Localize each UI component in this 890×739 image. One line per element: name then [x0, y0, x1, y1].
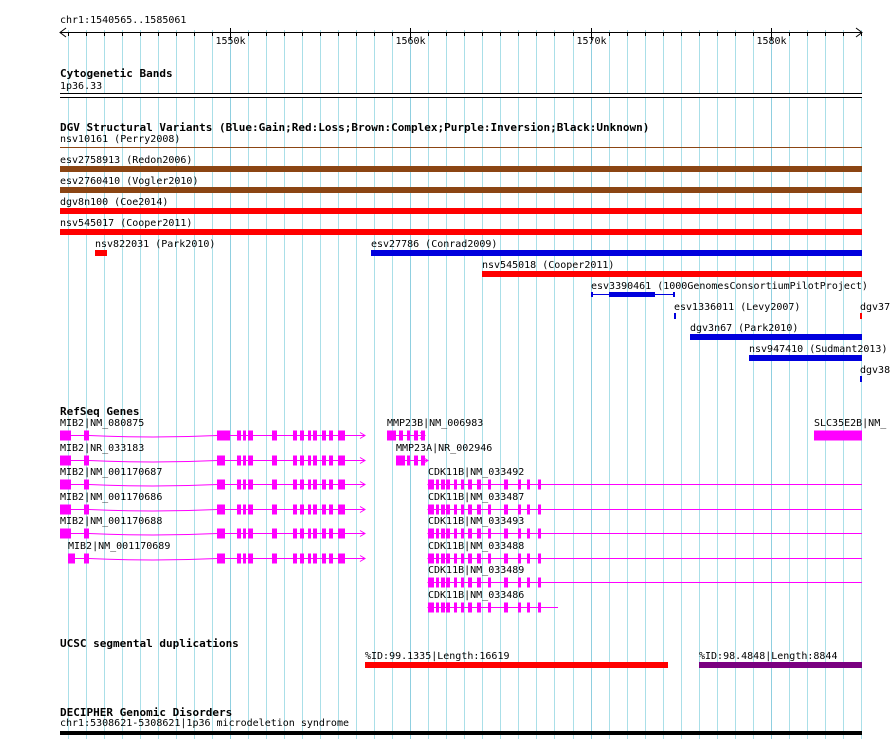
location-label: chr1:1540565..1585061	[60, 15, 187, 26]
dgv-feature-label: nsv947410 (Sudmant2013)	[749, 344, 888, 355]
dgv-feature-bar[interactable]	[60, 187, 862, 193]
dgv-feature-label: nsv545018 (Cooper2011)	[482, 260, 615, 271]
dgv-feature-bar[interactable]	[690, 334, 862, 340]
dgv-feature-label: esv2760410 (Vogler2010)	[60, 176, 199, 187]
dgv-feature-bar[interactable]	[860, 376, 862, 382]
segdup-track-title[interactable]: UCSC segmental duplications	[60, 637, 239, 650]
dgv-feature-label: esv27786 (Conrad2009)	[371, 239, 498, 250]
dgv-feature-label: nsv545017 (Cooper2011)	[60, 218, 193, 229]
dgv-feature-inner[interactable]	[609, 292, 655, 297]
dgv-feature-bar[interactable]	[60, 229, 862, 235]
dgv-feature-cap[interactable]	[673, 292, 675, 297]
segdup-bar[interactable]	[699, 662, 862, 668]
segdup-label: %ID:98.4848|Length:8844	[699, 651, 838, 662]
gene-label: SLC35E2B|NM_	[814, 418, 887, 429]
gene-label: CDK11B|NM_033489	[428, 565, 525, 576]
gene-label: CDK11B|NM_033493	[428, 516, 525, 527]
dgv-feature-bar[interactable]	[371, 250, 862, 256]
dgv-feature-bar[interactable]	[749, 355, 862, 361]
dgv-feature-label: esv2758913 (Redon2006)	[60, 155, 193, 166]
cytoband-track-title[interactable]: Cytogenetic Bands	[60, 67, 173, 80]
gene-label: CDK11B|NM_033492	[428, 467, 525, 478]
gene-label: CDK11B|NM_033487	[428, 492, 525, 503]
ruler-left-arrow	[59, 27, 67, 38]
ruler[interactable]: 1550k 1560k 1570k 1580k	[0, 0, 890, 50]
dgv-feature-bar[interactable]	[60, 208, 862, 214]
gene-label: CDK11B|NM_033488	[428, 541, 525, 552]
dgv-feature-label: dgv3n67 (Park2010)	[690, 323, 799, 334]
dgv-feature-label: esv1336011 (Levy2007)	[674, 302, 801, 313]
dgv-feature-label: nsv822031 (Park2010)	[95, 239, 216, 250]
dgv-feature-bar[interactable]	[60, 147, 862, 148]
dgv-feature-bar[interactable]	[860, 313, 862, 319]
dgv-feature-bar[interactable]	[60, 166, 862, 172]
dgv-feature-bar[interactable]	[482, 271, 862, 277]
ruler-tick-label: 1550k	[215, 36, 245, 47]
ruler-tick-label: 1580k	[756, 36, 786, 47]
dgv-feature-label: dgv37	[860, 302, 890, 313]
gene-label: MIB2|NM_001170689	[68, 541, 171, 552]
gene-label: MIB2|NM_001170686	[60, 492, 163, 503]
decipher-bar[interactable]	[60, 731, 862, 735]
gene-label: MMP23A|NR_002946	[396, 443, 493, 454]
dgv-feature-bar[interactable]	[674, 313, 676, 319]
refseq-track-title[interactable]: RefSeq Genes	[60, 405, 140, 418]
dgv-track-title[interactable]: DGV Structural Variants (Blue:Gain;Red:L…	[60, 121, 650, 134]
gene-label: MIB2|NR_033183	[60, 443, 145, 454]
cytoband-label: 1p36.33	[60, 81, 103, 92]
decipher-label: chr1:5308621-5308621|1p36 microdeletion …	[60, 718, 349, 729]
ruler-tick-label: 1560k	[395, 36, 425, 47]
gene-label: CDK11B|NM_033486	[428, 590, 525, 601]
decipher-track-title[interactable]: DECIPHER Genomic Disorders	[60, 706, 233, 719]
dgv-feature-label: dgv8n100 (Coe2014)	[60, 197, 169, 208]
gene-label: MIB2|NM_001170688	[60, 516, 163, 527]
dgv-feature-label: esv3390461 (1000GenomesConsortiumPilotPr…	[591, 281, 868, 292]
dgv-feature-bar[interactable]	[95, 250, 107, 256]
dgv-feature-cap[interactable]	[591, 292, 593, 297]
ruler-tick-label: 1570k	[576, 36, 606, 47]
gene-label: MIB2|NM_001170687	[60, 467, 163, 478]
cytoband-bar[interactable]	[60, 93, 862, 98]
dgv-feature-label: dgv38	[860, 365, 890, 376]
segdup-label: %ID:99.1335|Length:16619	[365, 651, 510, 662]
gene-label: MMP23B|NM_006983	[387, 418, 484, 429]
dgv-feature-label: nsv10161 (Perry2008)	[60, 134, 181, 145]
gene-label: MIB2|NM_080875	[60, 418, 145, 429]
segdup-bar[interactable]	[365, 662, 668, 668]
